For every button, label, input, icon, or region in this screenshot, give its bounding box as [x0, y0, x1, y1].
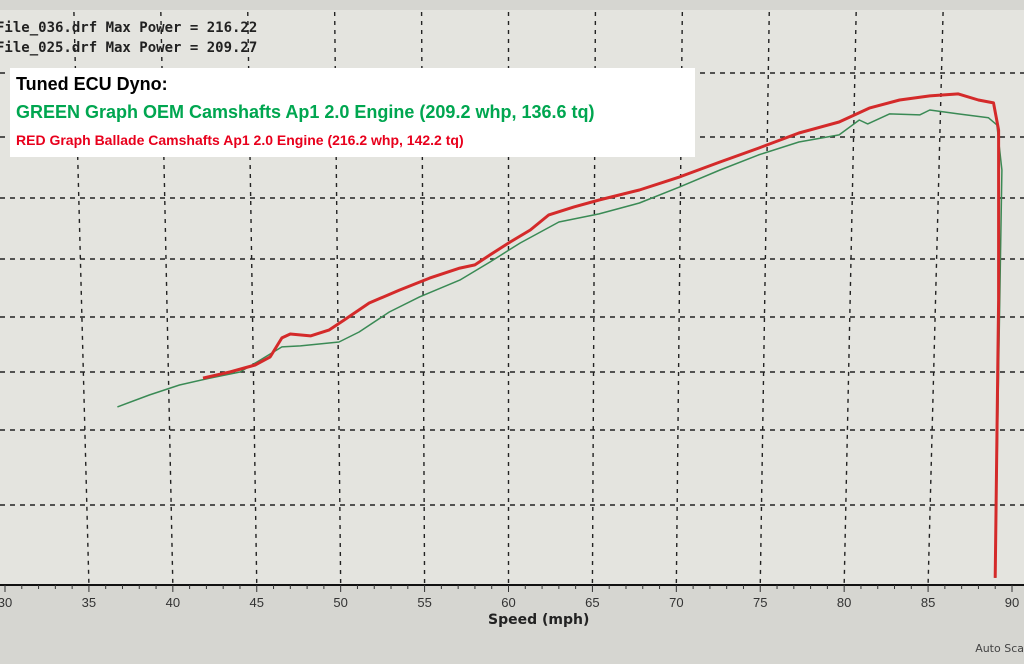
grid-line-vertical: [591, 11, 597, 586]
grid-line-vertical: [160, 11, 174, 586]
x-tick-label: 75: [753, 595, 767, 610]
grid-line-vertical: [675, 11, 684, 586]
grid-line-vertical: [843, 11, 857, 586]
x-axis: [0, 584, 1024, 592]
x-tick-label: 45: [250, 595, 264, 610]
x-tick-label: 50: [333, 595, 347, 610]
auto-scale-button[interactable]: Auto Sca: [975, 642, 1024, 655]
x-tick-label: 80: [837, 595, 851, 610]
max-power-file-036: File_036.drf Max Power = 216.22: [0, 20, 258, 36]
x-tick-label: 65: [585, 595, 599, 610]
legend-red: RED Graph Ballade Camshafts Ap1 2.0 Engi…: [16, 132, 464, 148]
x-tick-label: 55: [417, 595, 431, 610]
x-tick-labels: 30 35 40 45 50 55 60 65 70 75 80 85 90: [0, 595, 1019, 610]
x-tick-label: 35: [82, 595, 96, 610]
legend-title: Tuned ECU Dyno:: [16, 74, 168, 94]
x-tick-label: 90: [1005, 595, 1019, 610]
series-lines: [117, 92, 1003, 578]
green-series-line: [117, 109, 1003, 578]
x-tick-label: 70: [669, 595, 683, 610]
red-series-line: [202, 92, 1001, 578]
grid-line-vertical: [73, 11, 90, 586]
x-tick-label: 30: [0, 595, 12, 610]
x-tick-label: 60: [501, 595, 515, 610]
x-tick-label: 85: [921, 595, 935, 610]
grid-line-vertical: [759, 11, 770, 586]
grid-line-vertical: [247, 11, 258, 586]
grid-line-vertical: [333, 11, 342, 586]
legend-green: GREEN Graph OEM Camshafts Ap1 2.0 Engine…: [16, 102, 595, 122]
x-tick-label: 40: [166, 595, 180, 610]
max-power-file-025: File_025.drf Max Power = 209.27: [0, 40, 258, 56]
legend-box: Tuned ECU Dyno: GREEN Graph OEM Camshaft…: [10, 68, 695, 157]
grid-line-vertical: [927, 11, 944, 586]
grid-line-vertical: [420, 11, 426, 586]
x-axis-label: Speed (mph): [488, 612, 590, 628]
